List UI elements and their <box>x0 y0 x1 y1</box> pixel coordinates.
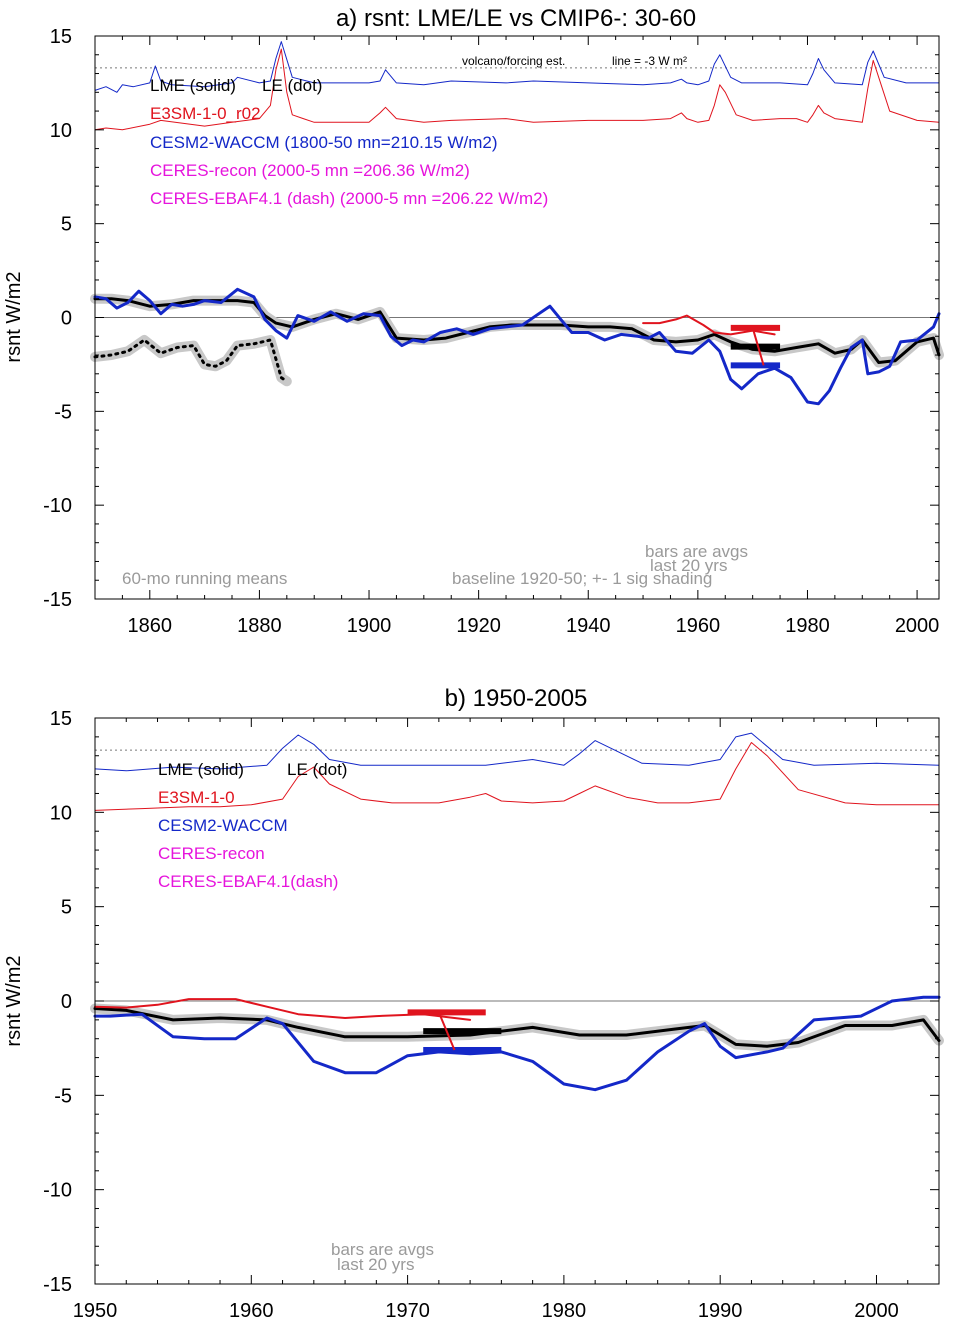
panel-b-series-lme-solid <box>93 1007 941 1048</box>
panel-a-legend-le: LE (dot) <box>262 76 322 95</box>
panel-b-xtick-label: 1990 <box>698 1300 743 1322</box>
panel-a: a) rsnt: LME/LE vs CMIP6-: 30-60 rsnt W/… <box>3 5 944 637</box>
panel-b-note-bars1: bars are avgs <box>331 1240 434 1259</box>
panel-b-legend-e3sm: E3SM-1-0 <box>158 788 235 807</box>
panel-a-note-running: 60-mo running means <box>122 569 287 588</box>
panel-a-forcing-note-right: line = -3 W m² <box>612 54 687 68</box>
panel-b-ytick-label: 10 <box>50 802 72 824</box>
panel-b-legend-cesm: CESM2-WACCM <box>158 816 288 835</box>
panel-a-series-e3sm-1-0-r02 <box>642 314 776 336</box>
panel-a-xtick-label: 1880 <box>237 615 282 637</box>
panel-a-xtick-label: 1960 <box>676 615 721 637</box>
panel-b-ytick-label: 0 <box>61 991 72 1013</box>
panel-a-legend-ceres-recon: CERES-recon (2000-5 mn =206.36 W/m2) <box>150 161 470 180</box>
panel-a-xtick-label: 2000 <box>895 615 940 637</box>
panel-a-ytick-label: -5 <box>54 401 72 423</box>
panel-a-ylabel: rsnt W/m2 <box>3 271 25 362</box>
panel-b-shade-0 <box>90 1003 944 1052</box>
panel-a-xtick-label: 1940 <box>566 615 611 637</box>
panel-b-legend-lme: LME (solid) <box>158 760 244 779</box>
panel-a-forcing-note-left: volcano/forcing est. <box>462 54 565 68</box>
panel-b-ytick-label: -5 <box>54 1085 72 1107</box>
panel-b-series-volcano-e3sm <box>94 742 940 811</box>
panel-a-note-bars1: bars are avgs <box>645 542 748 561</box>
panel-a-legend-e3sm: E3SM-1-0_r02 <box>150 104 261 123</box>
panel-a-xtick-label: 1860 <box>128 615 173 637</box>
panel-b-xtick-label: 1960 <box>229 1300 274 1322</box>
panel-b-xtick-label: 2000 <box>854 1300 899 1322</box>
panel-b-title: b) 1950-2005 <box>445 685 588 712</box>
panel-a-note-bars2: last 20 yrs <box>650 556 727 575</box>
panel-a-frame <box>94 35 940 600</box>
panel-b-legend-ceres-recon: CERES-recon <box>158 844 265 863</box>
panel-a-ytick-label: 5 <box>61 214 72 236</box>
panel-a-title: a) rsnt: LME/LE vs CMIP6-: 30-60 <box>336 5 696 32</box>
panel-b-legend-le: LE (dot) <box>287 760 347 779</box>
panel-b-ytick-label: 15 <box>50 708 72 730</box>
panel-a-series-volcano-e3sm <box>94 48 940 131</box>
panel-a-avg-bar-link <box>751 327 765 366</box>
panel-a-xtick-label: 1900 <box>347 615 392 637</box>
panel-b-frame <box>94 717 940 1285</box>
panel-a-xtick-label: 1980 <box>785 615 830 637</box>
panel-a-shade-1 <box>90 335 292 387</box>
panel-a-legend-lme: LME (solid) <box>150 76 236 95</box>
panel-a-note-baseline: baseline 1920-50; +- 1 sig shading <box>452 569 712 588</box>
panel-a-ytick-label: 15 <box>50 26 72 48</box>
panel-a-series-lme-solid <box>93 297 941 364</box>
panel-b-xtick-label: 1980 <box>542 1300 587 1322</box>
panel-b-note-bars2: last 20 yrs <box>337 1255 414 1274</box>
panel-a-legend-cesm: CESM2-WACCM (1800-50 mn=210.15 W/m2) <box>150 133 498 152</box>
panel-a-ytick-label: -15 <box>43 589 72 611</box>
panel-a-ytick-label: -10 <box>43 495 72 517</box>
panel-a-plot-area: 15 10 5 0 -5 -10 -15 1860 1880 1900 1920 1940 1960 19… <box>43 26 944 637</box>
panel-a-series-cesm2-waccm <box>93 287 941 406</box>
panel-b-xtick-label: 1950 <box>73 1300 118 1322</box>
panel-b-xtick-label: 1970 <box>385 1300 430 1322</box>
panel-b-ytick-label: -15 <box>43 1274 72 1296</box>
panel-b: b) 1950-2005 rsnt W/m2 15 10 5 0 -5 -10 -15195… <box>3 685 944 1322</box>
panel-b-ylabel: rsnt W/m2 <box>3 955 25 1046</box>
panel-a-xtick-label: 1920 <box>456 615 501 637</box>
panel-a-shade-0 <box>90 293 944 368</box>
panel-a-series-volcano-cesm2 <box>94 41 940 93</box>
panel-b-ytick-label: -10 <box>43 1180 72 1202</box>
panel-b-avg-bar-link <box>437 1011 456 1051</box>
panel-b-series-volcano-cesm2 <box>94 732 940 772</box>
panel-a-ytick-label: 10 <box>50 120 72 142</box>
panel-b-series-cesm2-waccm <box>93 995 941 1092</box>
panel-a-legend-ceres-ebaf: CERES-EBAF4.1 (dash) (2000-5 mn =206.22 … <box>150 189 548 208</box>
panel-b-ytick-label: 5 <box>61 897 72 919</box>
panel-b-legend-ceres-ebaf: CERES-EBAF4.1(dash) <box>158 872 338 891</box>
panel-a-ytick-label: 0 <box>61 308 72 330</box>
